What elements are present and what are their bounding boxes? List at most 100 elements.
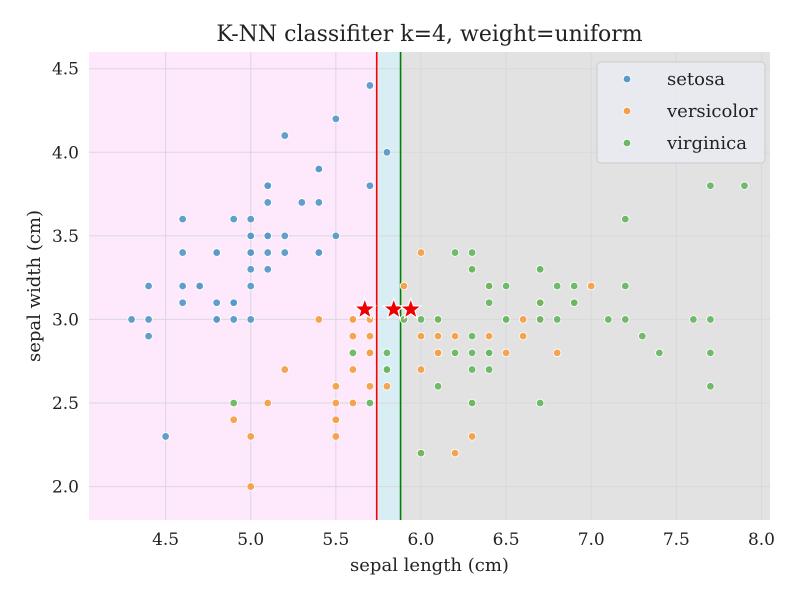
data-point-versicolor xyxy=(348,365,358,374)
legend-marker-setosa xyxy=(622,74,632,84)
data-point-setosa xyxy=(297,198,307,207)
query-points xyxy=(352,296,423,320)
data-point-versicolor xyxy=(314,315,324,324)
x-tick-label: 5.5 xyxy=(322,530,349,550)
data-point-setosa xyxy=(178,248,187,257)
data-point-virginica xyxy=(484,348,494,358)
legend-marker-versicolor xyxy=(622,106,632,116)
data-point-versicolor xyxy=(501,348,511,358)
data-point-versicolor xyxy=(552,348,562,358)
data-point-versicolor xyxy=(365,382,375,391)
data-point-versicolor xyxy=(433,331,443,341)
data-point-setosa xyxy=(331,231,341,241)
data-point-versicolor xyxy=(263,398,272,408)
y-tick-label: 3.5 xyxy=(52,227,79,247)
x-tick-label: 8.0 xyxy=(748,530,775,550)
data-point-setosa xyxy=(246,214,255,224)
data-point-versicolor xyxy=(331,415,341,424)
legend-label-versicolor: versicolor xyxy=(666,101,758,122)
legend-label-virginica: virginica xyxy=(666,133,747,154)
data-point-virginica xyxy=(655,348,664,358)
data-point-setosa xyxy=(263,248,272,257)
y-axis-label: sepal width (cm) xyxy=(24,210,45,362)
data-point-versicolor xyxy=(246,432,255,441)
data-point-virginica xyxy=(501,281,511,291)
query-point-star xyxy=(352,296,377,320)
y-tick-label: 2.0 xyxy=(52,478,79,498)
data-point-setosa xyxy=(229,315,238,324)
data-point-virginica xyxy=(706,382,715,391)
data-point-virginica xyxy=(382,365,392,374)
data-point-setosa xyxy=(263,231,272,241)
data-point-virginica xyxy=(467,331,477,341)
data-point-setosa xyxy=(229,298,238,307)
x-tick-label: 6.0 xyxy=(407,530,434,550)
data-point-virginica xyxy=(484,365,494,374)
data-point-virginica xyxy=(621,281,630,291)
data-point-setosa xyxy=(246,281,255,291)
data-point-setosa xyxy=(263,181,272,190)
data-point-versicolor xyxy=(467,432,477,441)
data-point-setosa xyxy=(127,315,136,324)
data-point-virginica xyxy=(467,348,477,358)
data-point-virginica xyxy=(621,214,630,224)
data-point-virginica xyxy=(552,315,562,324)
data-point-virginica xyxy=(348,348,358,358)
data-point-setosa xyxy=(331,114,341,124)
data-point-versicolor xyxy=(433,348,443,358)
data-point-setosa xyxy=(280,231,289,241)
data-point-setosa xyxy=(314,248,324,257)
x-tick-label: 7.0 xyxy=(578,530,605,550)
data-point-setosa xyxy=(178,298,187,307)
data-point-versicolor xyxy=(246,482,255,491)
data-point-virginica xyxy=(450,248,460,257)
y-tick-labels: 2.0 2.5 3.0 3.5 4.0 4.5 xyxy=(52,60,79,498)
data-point-virginica xyxy=(484,281,494,291)
data-point-virginica xyxy=(638,331,647,341)
data-point-setosa xyxy=(280,248,289,257)
data-point-versicolor xyxy=(382,382,392,391)
data-point-setosa xyxy=(229,214,238,224)
data-point-virginica xyxy=(382,348,392,358)
data-point-setosa xyxy=(382,148,392,157)
data-point-virginica xyxy=(467,365,477,374)
data-point-setosa xyxy=(195,281,204,291)
data-point-setosa xyxy=(144,315,153,324)
data-point-setosa xyxy=(246,265,255,274)
x-tick-label: 6.5 xyxy=(493,530,520,550)
data-point-versicolor xyxy=(587,281,596,291)
data-point-virginica xyxy=(621,315,630,324)
data-point-virginica xyxy=(570,281,579,291)
x-tick-label: 4.5 xyxy=(152,530,179,550)
data-point-virginica xyxy=(484,298,494,307)
data-point-versicolor xyxy=(416,248,426,257)
data-point-setosa xyxy=(263,198,272,207)
y-tick-label: 2.5 xyxy=(52,394,79,414)
data-point-setosa xyxy=(178,281,187,291)
data-point-virginica xyxy=(450,348,460,358)
data-point-setosa xyxy=(246,315,255,324)
data-point-setosa xyxy=(144,281,153,291)
data-point-versicolor xyxy=(229,415,238,424)
legend-marker-virginica xyxy=(622,138,632,148)
data-point-setosa xyxy=(144,331,153,341)
data-point-versicolor xyxy=(416,331,426,341)
data-point-versicolor xyxy=(365,348,375,358)
region-versicolor xyxy=(376,52,401,520)
data-points xyxy=(127,81,749,491)
data-point-virginica xyxy=(706,315,715,324)
data-point-virginica xyxy=(535,298,545,307)
data-point-setosa xyxy=(161,432,170,441)
data-point-setosa xyxy=(246,231,255,241)
data-point-virginica xyxy=(604,315,613,324)
data-point-setosa xyxy=(263,265,272,274)
data-point-versicolor xyxy=(348,331,358,341)
legend-box xyxy=(596,61,766,164)
x-axis-label: sepal length (cm) xyxy=(350,555,509,576)
data-point-setosa xyxy=(365,81,375,90)
data-point-versicolor xyxy=(331,432,341,441)
data-point-virginica xyxy=(467,398,477,408)
data-point-virginica xyxy=(535,265,545,274)
x-tick-label: 5.0 xyxy=(237,530,264,550)
data-point-virginica xyxy=(740,181,749,190)
